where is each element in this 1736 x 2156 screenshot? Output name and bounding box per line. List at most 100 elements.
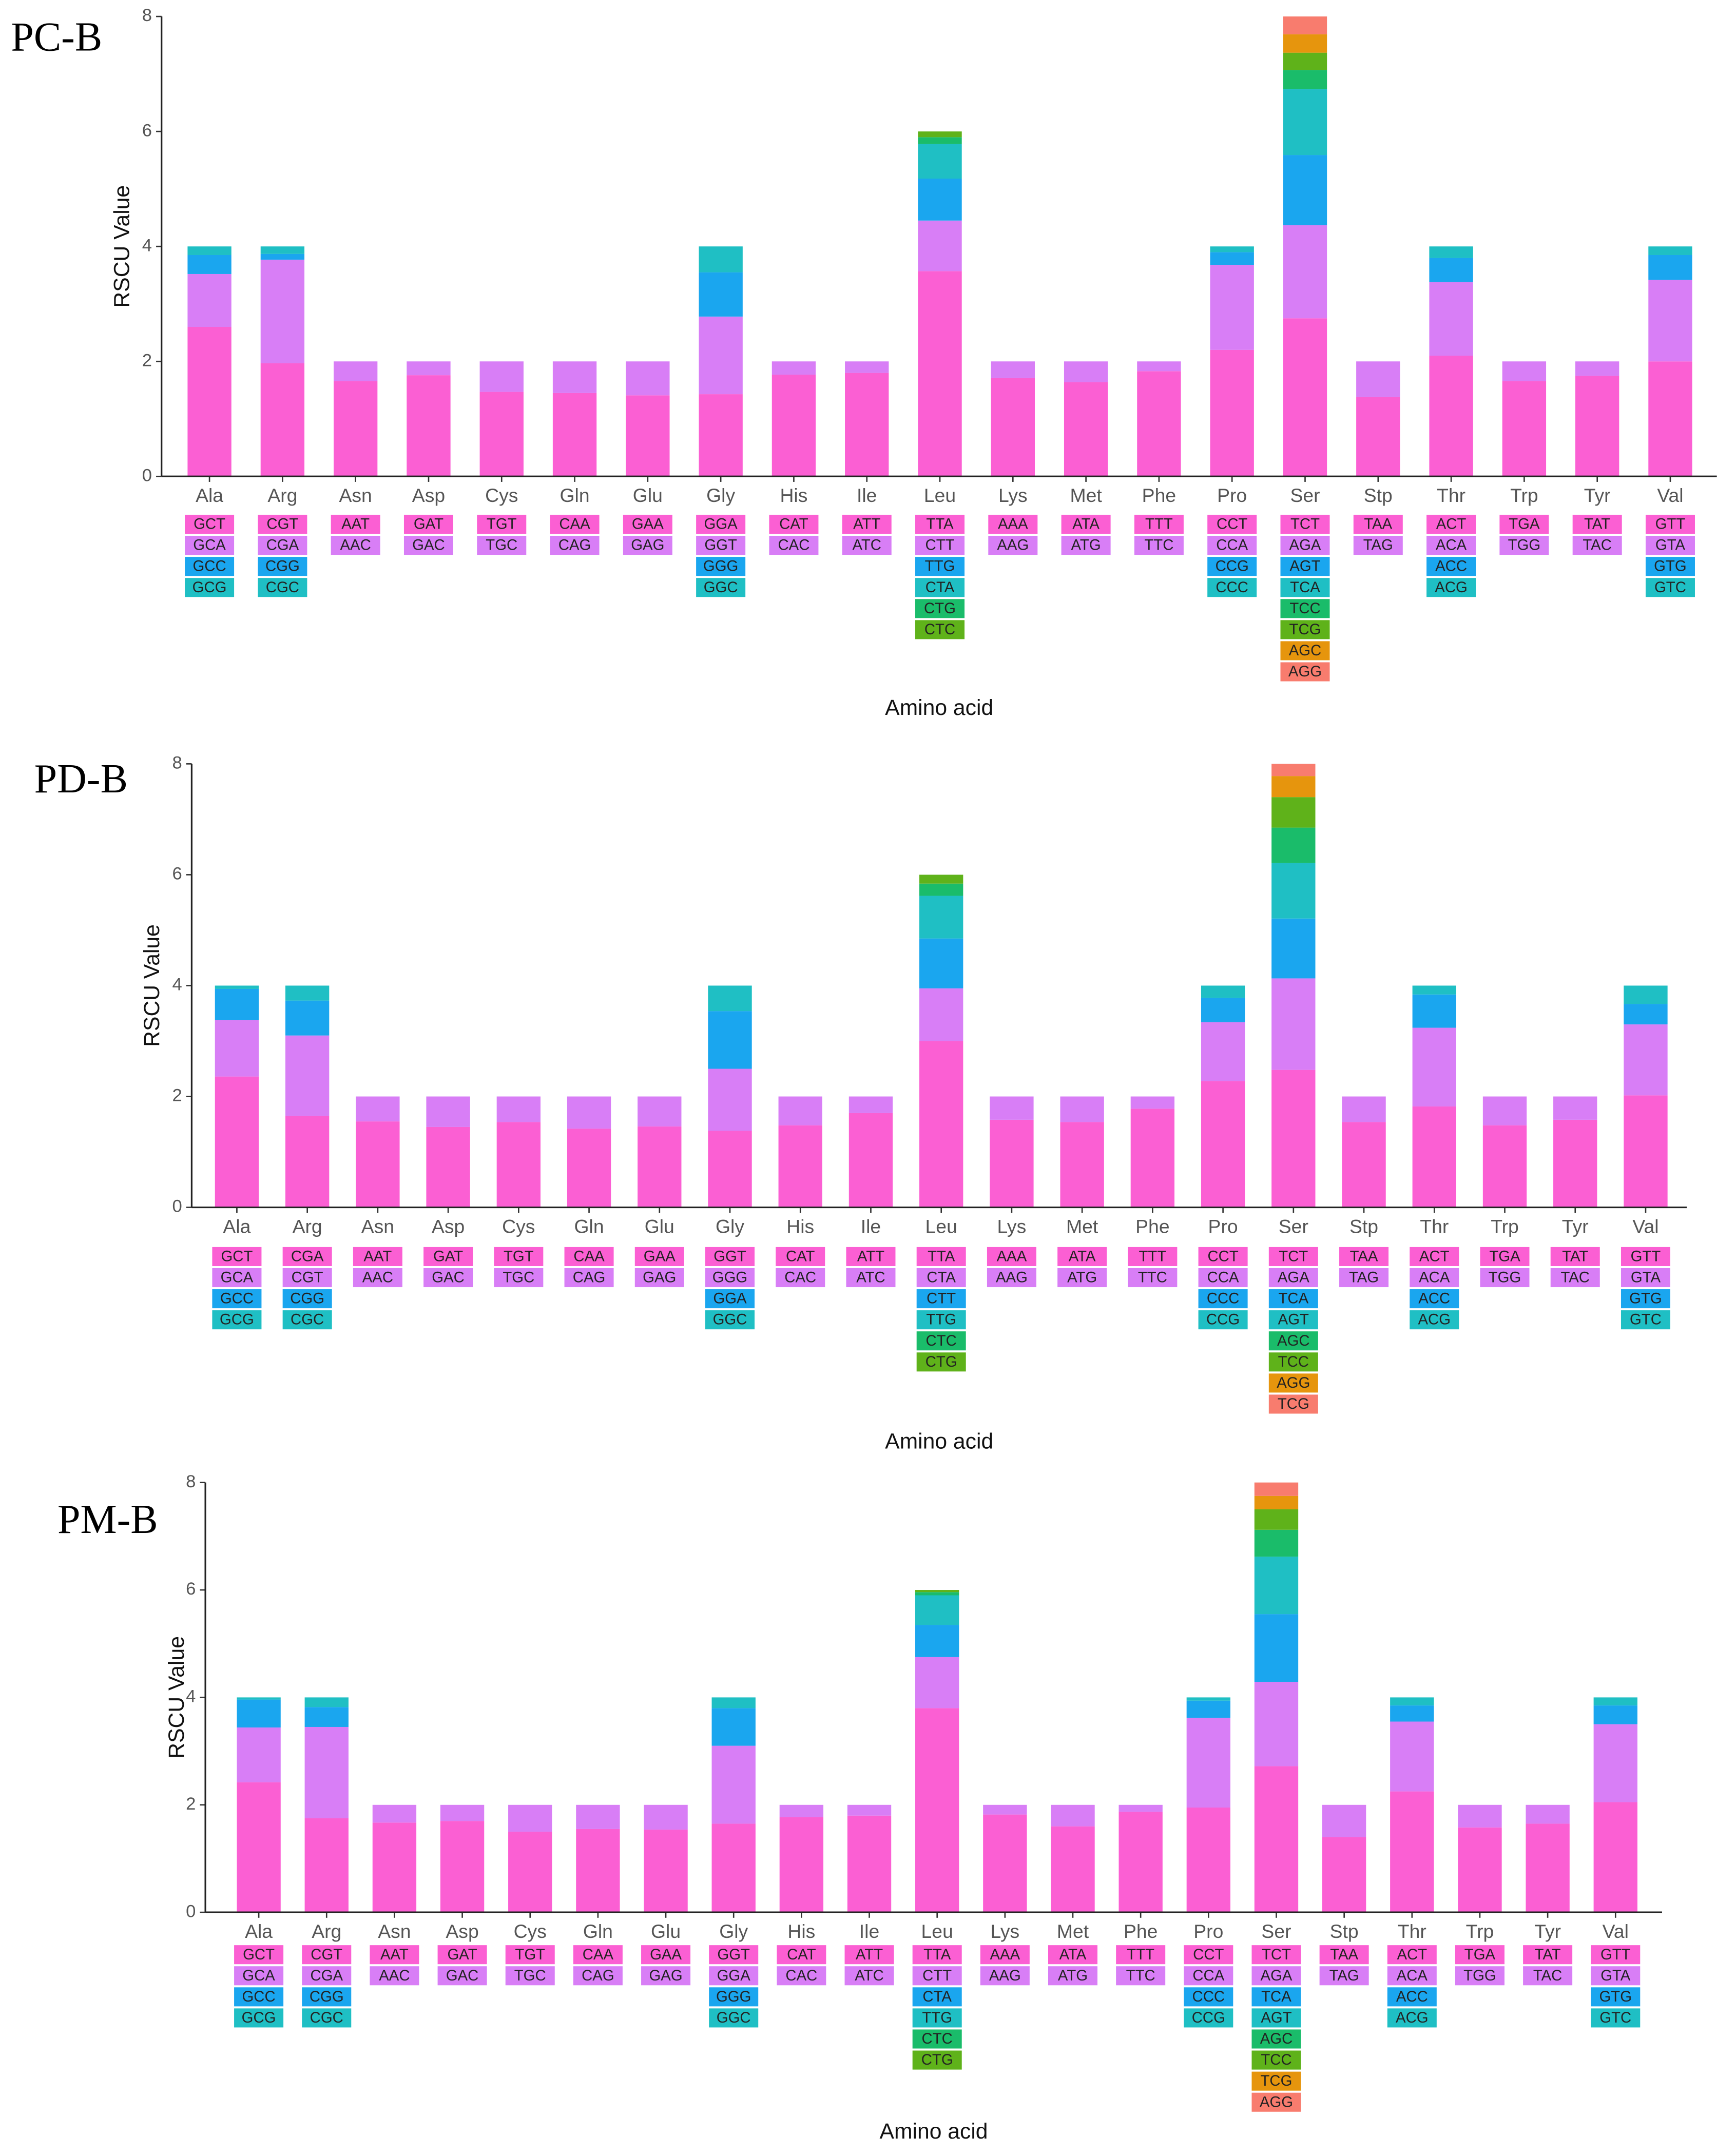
bar-segment [1210, 349, 1254, 477]
codon-box [234, 1987, 284, 2007]
bar-segment [918, 131, 962, 138]
codon-box [1251, 1966, 1301, 1986]
codon-label: TGA [1464, 1946, 1496, 1963]
codon-box [1198, 1268, 1248, 1288]
bar-segment [1624, 1095, 1668, 1208]
bar-segment [552, 361, 597, 393]
codon-box [564, 1268, 614, 1288]
bar-segment [1322, 1804, 1366, 1837]
codon-box [282, 1289, 332, 1309]
codon-box [634, 1268, 684, 1288]
codon-box [185, 557, 235, 576]
codon-label: CCG [1216, 558, 1249, 575]
bar-segment [915, 1595, 959, 1625]
bar-segment [1271, 1070, 1316, 1208]
codon-label: ACA [1397, 1967, 1428, 1984]
codon-box [1499, 514, 1549, 534]
bar-segment [496, 1122, 541, 1208]
bar-segment [915, 1590, 959, 1592]
bar-segment [699, 394, 743, 477]
x-tick-label: His [780, 484, 807, 506]
codon-label: GAA [650, 1946, 682, 1963]
codon-label: ACG [1418, 1311, 1451, 1328]
codon-box [1280, 599, 1330, 618]
codon-box [1268, 1331, 1318, 1351]
codon-label: GAC [412, 537, 445, 554]
codon-label: CAT [786, 1248, 815, 1265]
codon-box [915, 557, 965, 576]
codon-box [1251, 2050, 1301, 2070]
bar-segment [1254, 1557, 1299, 1615]
x-tick-label: Ile [857, 484, 877, 506]
x-tick-label: Pro [1193, 1920, 1223, 1942]
x-tick-label: Trp [1491, 1215, 1519, 1237]
codon-label: CAA [573, 1248, 605, 1265]
bar-segment [1118, 1812, 1163, 1913]
codon-box [777, 1966, 826, 1986]
codon-box [302, 1987, 352, 2007]
codon-label: CGA [266, 537, 299, 554]
codon-box [1268, 1268, 1318, 1288]
codon-label: AAA [998, 516, 1028, 533]
x-tick-label: Ile [859, 1920, 879, 1942]
codon-box [550, 536, 600, 555]
x-tick-label: Tyr [1584, 484, 1611, 506]
codon-box [912, 2029, 962, 2049]
x-tick-label: Stp [1330, 1920, 1359, 1942]
codon-box [1268, 1352, 1318, 1372]
bar-segment [1412, 1106, 1456, 1208]
x-tick-label: Cys [502, 1215, 535, 1237]
codon-box [302, 1945, 352, 1965]
x-tick-label: Asn [339, 484, 372, 506]
bar-segment [508, 1804, 552, 1832]
codon-label: TTG [925, 558, 955, 575]
codon-box [212, 1310, 262, 1330]
codon-label: TCG [1289, 621, 1321, 638]
codon-label: AGT [1278, 1311, 1309, 1328]
codon-label: CTC [922, 2030, 953, 2047]
codon-box [915, 620, 965, 639]
x-tick-label: Met [1057, 1920, 1089, 1942]
bar-segment [1502, 361, 1547, 381]
codon-label: GGG [703, 558, 738, 575]
bar-segment [576, 1829, 620, 1913]
codon-label: TAA [1350, 1248, 1378, 1265]
x-tick-label: Trp [1510, 484, 1538, 506]
bar-segment [1429, 246, 1473, 258]
codon-box [505, 1966, 555, 1986]
codon-label: CGC [266, 579, 299, 596]
bar-segment [1283, 89, 1327, 156]
codon-label: TGT [515, 1946, 545, 1963]
codon-box [1207, 557, 1257, 576]
chart-title: PM-B [57, 1497, 158, 1542]
codon-box [1116, 1945, 1166, 1965]
bar-segment [1342, 1122, 1386, 1208]
codon-label: TGT [504, 1248, 534, 1265]
bar-segment [1429, 258, 1473, 282]
x-tick-label: Leu [924, 484, 956, 506]
codon-label: ACT [1436, 516, 1467, 533]
codon-label: TTG [926, 1311, 956, 1328]
codon-label: GCA [193, 537, 226, 554]
bar-segment [991, 361, 1035, 378]
x-tick-label: Gly [719, 1920, 748, 1942]
codon-box [1621, 1310, 1670, 1330]
codon-label: ATG [1067, 1269, 1097, 1286]
codon-box [846, 1268, 896, 1288]
codon-label: GCA [221, 1269, 254, 1286]
bar-segment [1624, 985, 1668, 1004]
bar-segment [918, 137, 962, 144]
codon-label: GTA [1600, 1967, 1631, 1984]
codon-label: AGA [1261, 1967, 1293, 1984]
codon-label: ATG [1071, 537, 1101, 554]
codon-box [1251, 2071, 1301, 2091]
codon-box [1280, 641, 1330, 661]
codon-label: CTG [924, 600, 956, 617]
codon-box [1184, 1945, 1233, 1965]
bar-segment [983, 1804, 1027, 1815]
x-axis-label: Amino acid [885, 695, 993, 720]
codon-box [1128, 1268, 1178, 1288]
bar-segment [845, 361, 889, 373]
x-tick-label: Thr [1398, 1920, 1426, 1942]
